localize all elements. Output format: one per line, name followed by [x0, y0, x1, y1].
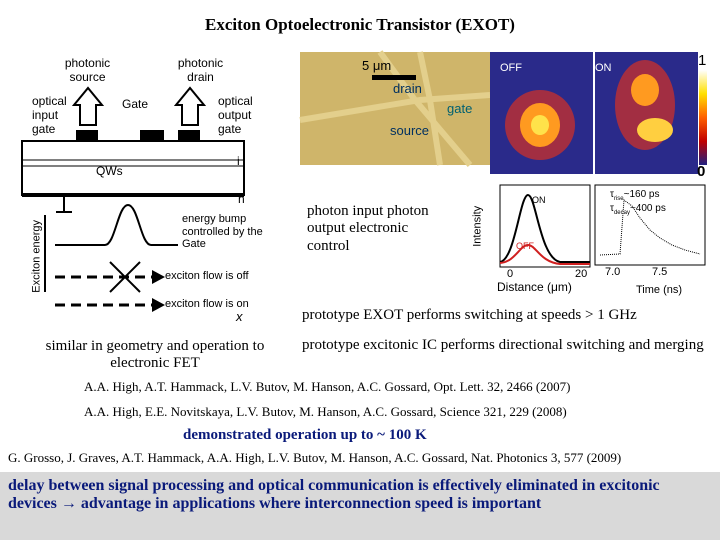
label: x [236, 309, 243, 324]
sub: decay [613, 210, 630, 216]
electrodes [299, 50, 491, 167]
label: drain [393, 81, 422, 96]
input-arrow [71, 86, 105, 126]
label: Gate [122, 97, 149, 111]
axis-label: Intensity [471, 205, 484, 247]
gate-contact [140, 130, 164, 141]
scale-bar [372, 75, 416, 80]
note: photon input photon output electronic co… [307, 203, 429, 254]
tick-label: 20 [575, 268, 588, 280]
gate-contact [178, 130, 200, 141]
title: Exciton Optoelectronic Transistor (EXOT) [205, 15, 515, 34]
tick-label: 7.5 [652, 266, 668, 278]
scale-label: 5 μm [362, 58, 392, 73]
plot-frame [594, 184, 706, 266]
axis-label: Distance (μm) [497, 280, 572, 294]
label: QWs [96, 164, 123, 178]
highlight: demonstrated operation up to ~ 100 K [183, 427, 427, 443]
value: ~400 ps [629, 203, 666, 214]
symbol: τ [610, 189, 614, 200]
conclusion: delay between signal processing and opti… [8, 477, 660, 513]
reference: G. Grosso, J. Graves, A.T. Hammack, A.A.… [8, 450, 622, 465]
label: ON [532, 195, 546, 205]
device-layers [21, 140, 245, 196]
gate-contact [76, 130, 98, 141]
caption: similar in geometry and operation to ele… [45, 338, 265, 372]
label: Exciton energy [30, 219, 43, 293]
label: optical input gate [32, 94, 67, 136]
reference: A.A. High, A.T. Hammack, L.V. Butov, M. … [84, 379, 571, 394]
off-curve [499, 243, 590, 265]
label: source [390, 123, 430, 138]
blob [637, 118, 673, 142]
cross [109, 261, 141, 293]
tick-label: 7.0 [605, 266, 621, 278]
label: energy bump controlled by the Gate [182, 213, 263, 251]
colorbar [699, 70, 707, 165]
label: exciton flow is on [165, 298, 249, 310]
tick-label: 0 [507, 268, 514, 280]
arrowhead [152, 270, 165, 284]
axis-label: Time (ns) [636, 284, 683, 296]
reference: A.A. High, E.E. Novitskaya, L.V. Butov, … [84, 404, 567, 419]
on-curve [499, 193, 590, 263]
energy-curve [55, 203, 178, 246]
label: gate [447, 101, 473, 116]
label: OFF [516, 241, 534, 251]
label: ON [595, 62, 612, 74]
label: optical output gate [218, 94, 253, 136]
symbol: τ [610, 203, 614, 214]
colorbar-label: 0 [697, 163, 706, 180]
point: prototype EXOT performs switching at spe… [302, 307, 637, 323]
plot-frame [499, 184, 591, 268]
label: OFF [500, 62, 522, 74]
blob [631, 74, 659, 106]
label: n [238, 192, 245, 206]
output-arrow [173, 86, 207, 126]
label: photonic source [64, 56, 111, 84]
conclusion-box [0, 472, 720, 540]
arrowhead [152, 298, 165, 312]
blob [531, 115, 549, 135]
value: ~160 ps [623, 189, 660, 200]
time-curve [599, 199, 701, 256]
label: τrise~160 ps [610, 189, 660, 203]
sub: rise [613, 196, 624, 202]
label: exciton flow is off [165, 270, 249, 282]
label: photonic drain [177, 56, 224, 84]
point: prototype excitonic IC performs directio… [302, 337, 704, 353]
label: τdecay~400 ps [610, 203, 666, 217]
colorbar-label: 1 [698, 52, 707, 69]
label: i [237, 154, 240, 168]
